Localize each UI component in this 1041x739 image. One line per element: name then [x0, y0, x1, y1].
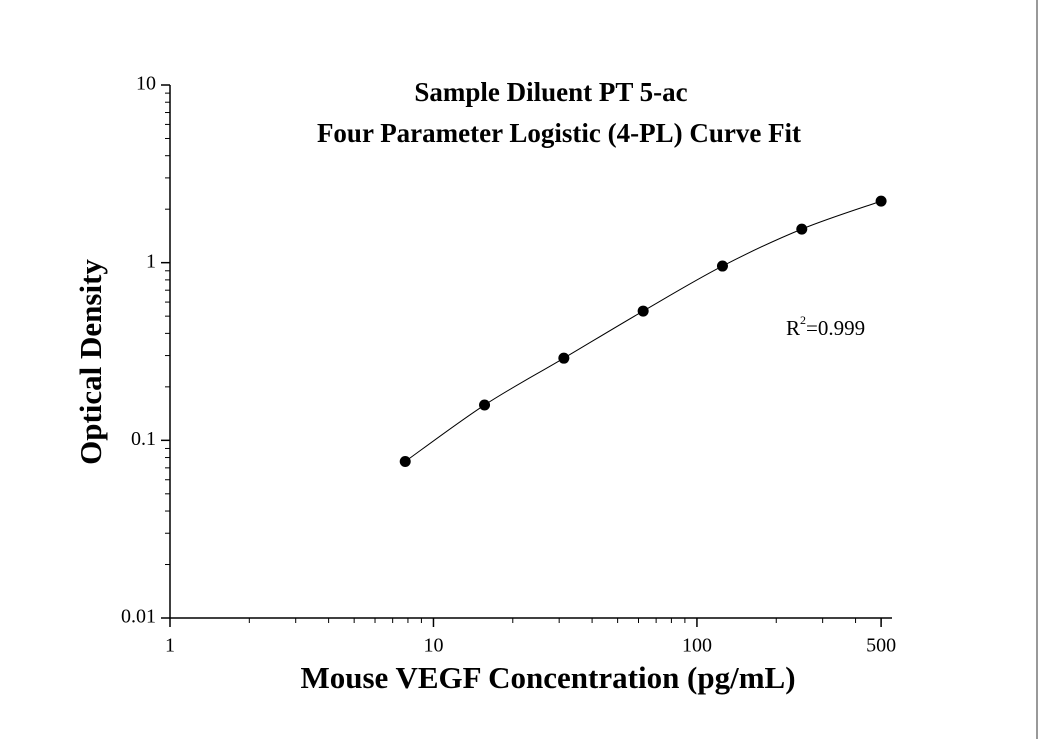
data-point	[558, 352, 570, 364]
r-text: =0.999	[806, 316, 865, 340]
y-tick-label: 0.01	[121, 606, 156, 628]
data-point	[479, 399, 491, 411]
r-superscript: 2	[800, 313, 806, 327]
x-tick-label: 10	[423, 635, 443, 657]
chart-title: Sample Diluent PT 5-ac	[414, 77, 687, 107]
x-axis-label: Mouse VEGF Concentration (pg/mL)	[300, 660, 795, 695]
x-tick-label: 1	[165, 635, 175, 657]
data-point	[399, 456, 411, 468]
data-point	[716, 260, 728, 272]
r-base: R	[786, 316, 800, 340]
data-point	[796, 223, 808, 235]
data-point	[875, 195, 887, 207]
y-tick-label: 0.1	[131, 428, 156, 450]
chart-subtitle: Four Parameter Logistic (4-PL) Curve Fit	[317, 118, 801, 148]
data-point	[637, 305, 649, 317]
r-squared: R2=0.999	[786, 313, 865, 340]
y-tick-label: 10	[136, 73, 156, 95]
y-tick-label: 1	[146, 250, 156, 272]
x-tick-label: 500	[866, 635, 896, 657]
y-axis-label: Optical Density	[73, 259, 108, 465]
x-tick-label: 100	[682, 635, 712, 657]
